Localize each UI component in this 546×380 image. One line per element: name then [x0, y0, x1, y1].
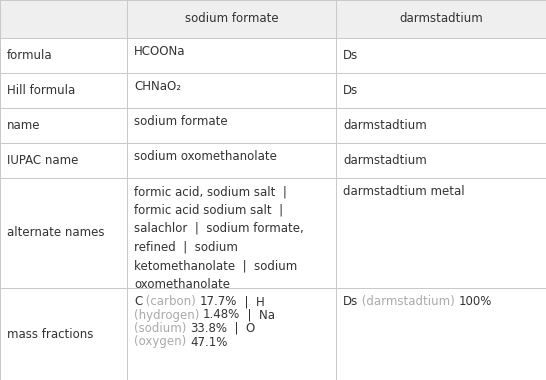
- Text: Ds: Ds: [343, 49, 358, 62]
- Text: (hydrogen): (hydrogen): [134, 309, 203, 321]
- Text: C: C: [134, 295, 143, 308]
- Text: sodium formate: sodium formate: [185, 13, 278, 25]
- Text: mass fractions: mass fractions: [7, 328, 93, 340]
- Text: sodium oxomethanolate: sodium oxomethanolate: [134, 150, 277, 163]
- Text: formula: formula: [7, 49, 52, 62]
- Text: darmstadtium metal: darmstadtium metal: [343, 185, 465, 198]
- Text: |  O: | O: [227, 322, 256, 335]
- Text: (sodium): (sodium): [134, 322, 190, 335]
- Text: |  Na: | Na: [240, 309, 275, 321]
- Text: Ds: Ds: [343, 295, 358, 308]
- Text: Ds: Ds: [343, 84, 358, 97]
- Text: alternate names: alternate names: [7, 226, 104, 239]
- Bar: [0, 0, 546, 38]
- Text: 17.7%: 17.7%: [200, 295, 237, 308]
- Text: 47.1%: 47.1%: [190, 336, 227, 348]
- Text: 100%: 100%: [459, 295, 492, 308]
- Text: name: name: [7, 119, 40, 132]
- Text: sodium formate: sodium formate: [134, 115, 228, 128]
- Text: (carbon): (carbon): [143, 295, 200, 308]
- Text: |  H: | H: [237, 295, 265, 308]
- Text: 33.8%: 33.8%: [190, 322, 227, 335]
- Text: formic acid, sodium salt  |
formic acid sodium salt  |
salachlor  |  sodium form: formic acid, sodium salt | formic acid s…: [134, 185, 304, 290]
- Text: darmstadtium: darmstadtium: [399, 13, 483, 25]
- Text: 1.48%: 1.48%: [203, 309, 240, 321]
- Text: CHNaO₂: CHNaO₂: [134, 80, 181, 93]
- Text: Hill formula: Hill formula: [7, 84, 75, 97]
- Text: HCOONa: HCOONa: [134, 45, 186, 58]
- Text: (darmstadtium): (darmstadtium): [358, 295, 459, 308]
- Text: darmstadtium: darmstadtium: [343, 119, 427, 132]
- Text: darmstadtium: darmstadtium: [343, 154, 427, 167]
- Text: (oxygen): (oxygen): [134, 336, 190, 348]
- Text: IUPAC name: IUPAC name: [7, 154, 79, 167]
